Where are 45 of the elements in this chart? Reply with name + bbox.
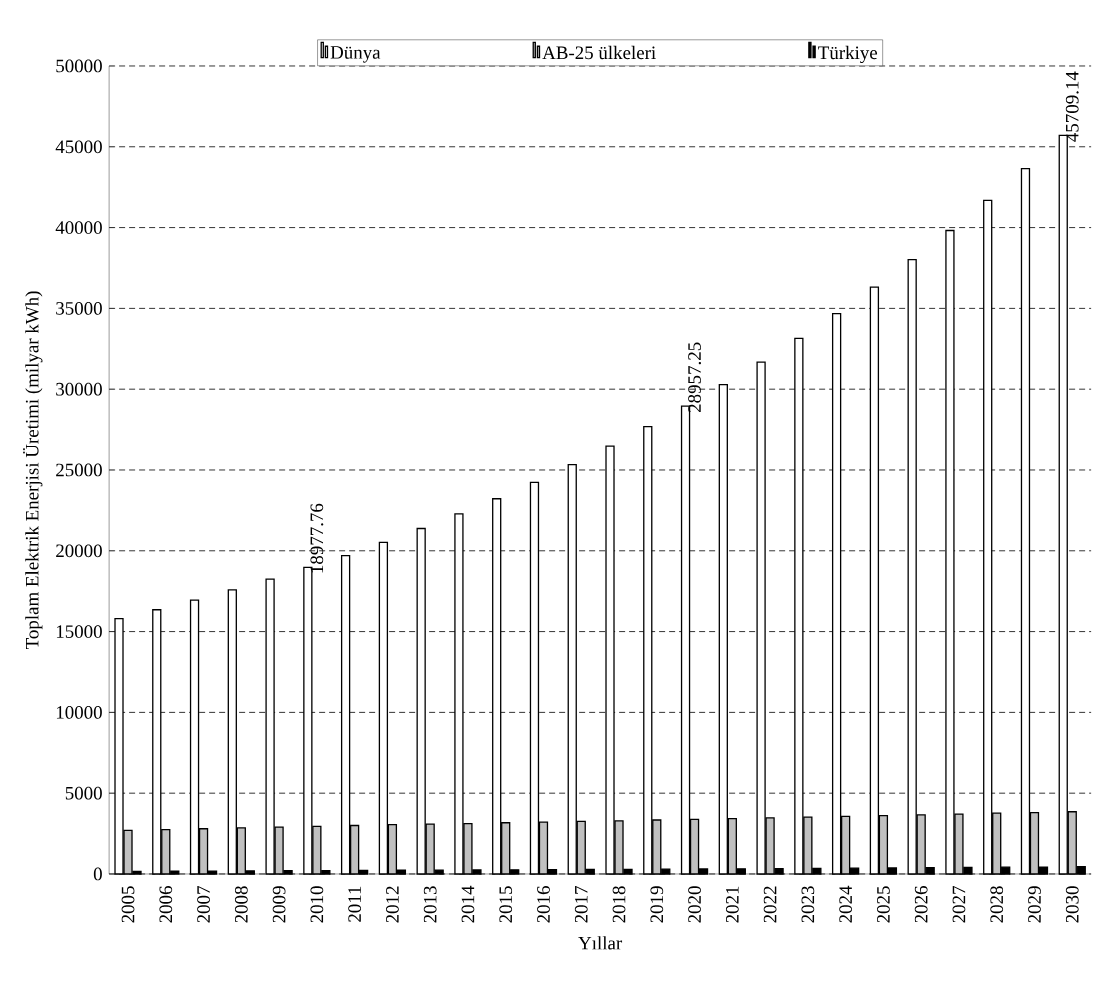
data-label: 18977.76 [310,503,324,573]
y-tick-label: 50000 [56,59,102,73]
x-tick-label: 2005 [121,886,135,923]
legend-label: Dünya [330,46,381,63]
x-tick-label: 2029 [1028,886,1041,923]
x-tick-label: 2021 [725,886,739,923]
x-tick-label: 2014 [461,885,475,923]
x-axis-title: Yıllar [578,936,623,950]
x-tick-label: 2009 [272,886,286,923]
legend-label: AB-25 ülkeleri [542,45,656,60]
x-tick-label: 2025 [877,886,890,923]
x-tick-label: 2022 [763,886,777,923]
x-tick-label: 2006 [159,886,173,923]
x-tick-label: 2030 [1065,886,1079,923]
y-tick-label: 15000 [56,625,102,638]
y-tick-label: 40000 [55,221,102,234]
y-tick-label: 25000 [56,463,102,477]
x-tick-label: 2016 [537,886,550,923]
x-tick-label: 2010 [310,886,324,923]
y-tick-label: 20000 [56,544,102,558]
x-tick-label: 2012 [386,886,399,923]
x-tick-label: 2028 [990,886,1004,923]
x-tick-label: 2019 [650,886,664,923]
y-tick-label: 0 [93,867,102,881]
y-tick-label: 5000 [65,786,102,800]
data-label: 45709.14 [1065,71,1079,142]
x-tick-label: 2027 [952,886,966,923]
x-tick-label: 2023 [801,886,815,923]
y-tick-label: 35000 [56,302,102,315]
x-tick-label: 2015 [499,886,513,923]
y-tick-label: 30000 [56,382,102,396]
x-tick-label: 2026 [914,886,928,923]
x-tick-label: 2011 [348,886,362,922]
x-tick-label: 2017 [574,886,588,923]
x-tick-label: 2008 [234,886,248,923]
x-tick-label: 2018 [612,886,626,923]
x-tick-label: 2013 [423,886,437,923]
legend-label: Türkiye [818,45,878,64]
x-tick-label: 2007 [197,886,210,923]
y-tick-label: 45000 [55,140,102,154]
y-axis-title: Toplam Elektrik Enerjisi Üretimi (milyar kWh) [23,291,43,650]
x-tick-label: 2024 [839,885,853,923]
x-tick-label: 2020 [688,886,701,923]
data-label: 28957.25 [688,342,701,413]
y-tick-label: 10000 [56,706,102,719]
